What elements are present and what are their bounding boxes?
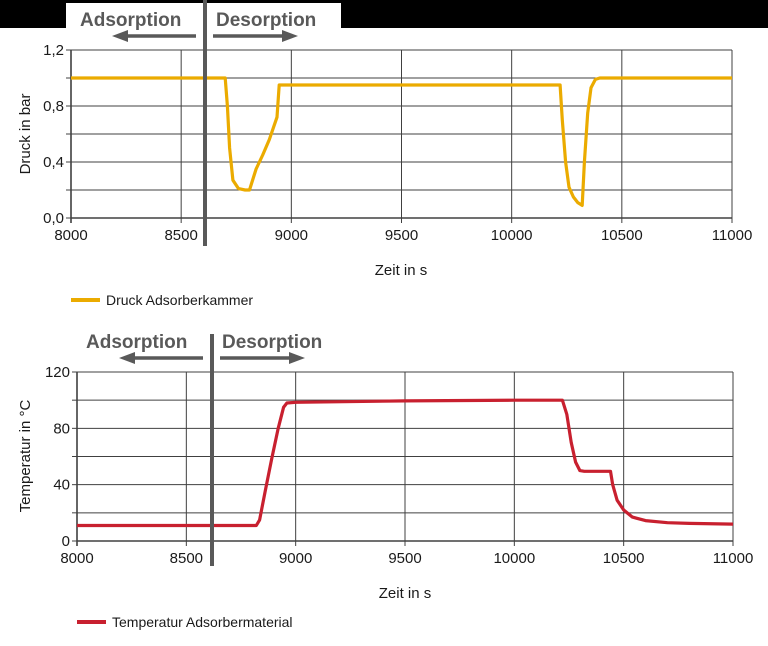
x-tick-label: 9500 xyxy=(385,227,418,244)
y-tick-label: 120 xyxy=(45,364,70,381)
temperature-grid xyxy=(72,371,734,546)
x-tick-label: 10500 xyxy=(603,550,645,567)
phase-divider-line xyxy=(203,0,207,246)
temperature-chart: 8000 8500 9000 9500 10000 10500 1100004080120 … xyxy=(17,332,753,630)
pressure-grid xyxy=(66,49,733,223)
x-tick-label: 9000 xyxy=(279,550,312,567)
y-tick-label: 0,4 xyxy=(43,154,64,171)
temperature-x-axis-label: Zeit in s xyxy=(379,585,432,602)
x-tick-label: 9000 xyxy=(275,227,308,244)
phase-label-adsorption: Adsorption xyxy=(80,10,181,31)
x-tick-label: 10500 xyxy=(601,227,643,244)
pressure-y-axis-label: Druck in bar xyxy=(17,94,34,175)
pressure-legend-label: Druck Adsorberkammer xyxy=(106,292,253,308)
arrow-left-icon xyxy=(112,30,196,42)
x-tick-label: 9500 xyxy=(388,550,421,567)
pressure-series-line xyxy=(71,76,732,207)
arrow-left-icon xyxy=(119,352,203,364)
x-tick-label: 8000 xyxy=(60,550,93,567)
x-tick-label: 8000 xyxy=(54,227,87,244)
y-tick-label: 80 xyxy=(53,420,70,437)
arrow-right-icon xyxy=(220,352,305,364)
y-tick-label: 0,8 xyxy=(43,98,64,115)
phase-divider-line xyxy=(210,334,214,566)
pressure-x-axis-label: Zeit in s xyxy=(375,262,428,279)
phase-label-adsorption: Adsorption xyxy=(86,332,187,353)
arrow-right-icon xyxy=(213,30,298,42)
phase-label-desorption: Desorption xyxy=(222,332,322,353)
y-tick-label: 1,2 xyxy=(43,42,64,59)
x-tick-label: 8500 xyxy=(170,550,203,567)
x-tick-label: 11000 xyxy=(712,227,753,244)
y-tick-label: 40 xyxy=(53,477,70,494)
temperature-series-line xyxy=(77,398,734,528)
pressure-chart: 8000 8500 9000 9500 10000 10500 11000 0,0 0,4 0,8… xyxy=(17,0,752,308)
y-tick-label: 0,0 xyxy=(43,210,64,227)
pressure-tick-labels: 8000 8500 9000 9500 10000 10500 11000 0,0 0,4 0,8… xyxy=(43,42,752,244)
y-tick-label: 0 xyxy=(62,533,70,550)
x-tick-label: 8500 xyxy=(164,227,197,244)
phase-label-desorption: Desorption xyxy=(216,10,316,31)
temperature-y-axis-label: Temperatur in °C xyxy=(17,399,34,512)
temperature-legend-label: Temperatur Adsorbermaterial xyxy=(112,614,293,630)
temperature-tick-labels: 8000 8500 9000 9500 10000 10500 11000 0 40 80 120 xyxy=(45,364,753,567)
x-tick-label: 10000 xyxy=(491,227,533,244)
x-tick-label: 11000 xyxy=(713,550,754,567)
x-tick-label: 10000 xyxy=(493,550,535,567)
